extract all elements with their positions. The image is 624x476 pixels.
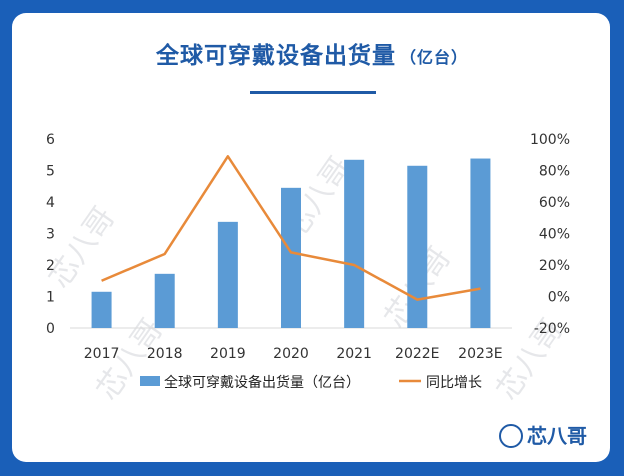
bar-2019 <box>217 221 238 328</box>
y-axis-left: 0 1 2 3 4 5 6 <box>46 132 55 337</box>
y-left-tick-label: 2 <box>46 258 55 274</box>
legend-bar-swatch <box>140 376 160 386</box>
x-tick-label: 2023E <box>458 346 502 362</box>
x-tick-label: 2019 <box>210 346 246 362</box>
legend-line-label: 同比增长 <box>426 375 482 391</box>
growth-line <box>101 155 481 301</box>
line-series <box>101 155 481 301</box>
chart-title-text: 全球可穿戴设备出货量 <box>155 43 396 69</box>
brand-logo-text: 芯八哥 <box>527 424 587 448</box>
x-tick-label: 2022E <box>395 346 439 362</box>
brand-logo: 芯八哥 <box>499 424 587 448</box>
watermark-layer: 芯八哥 芯八哥 芯八哥 芯八哥 芯八哥 <box>42 151 570 407</box>
y-right-tick-label: 60% <box>539 195 570 211</box>
y-left-tick-label: 0 <box>46 321 55 337</box>
x-axis: 2017 2018 2019 2020 2021 2022E 2023E <box>84 346 503 362</box>
x-tick-label: 2020 <box>273 346 309 362</box>
y-right-tick-label: 0% <box>548 290 570 306</box>
legend: 全球可穿戴设备出货量（亿台） 同比增长 <box>140 374 482 391</box>
bird-icon <box>499 424 523 448</box>
watermark-1: 芯八哥 <box>42 201 122 295</box>
y-left-tick-label: 5 <box>46 164 55 180</box>
x-tick-label: 2017 <box>84 346 120 362</box>
chart-title: 全球可穿戴设备出货量 （亿台） <box>156 43 468 69</box>
legend-bar-label: 全球可穿戴设备出货量（亿台） <box>164 374 360 391</box>
y-right-tick-label: 40% <box>539 227 570 243</box>
y-left-tick-label: 4 <box>46 195 55 211</box>
y-right-tick-label: -20% <box>534 321 570 337</box>
x-tick-label: 2018 <box>147 346 183 362</box>
bar-2018 <box>154 273 175 328</box>
y-right-tick-label: 20% <box>539 258 570 274</box>
bar-2021 <box>344 159 365 328</box>
y-left-tick-label: 3 <box>46 227 55 243</box>
y-left-tick-label: 6 <box>46 132 55 148</box>
title-underline <box>250 91 376 94</box>
chart-title-block: 全球可穿戴设备出货量 （亿台） <box>0 36 624 70</box>
bar-2022E <box>407 165 428 328</box>
chart-title-unit: （亿台） <box>399 48 468 67</box>
bar-2020 <box>281 187 301 328</box>
bar-2023E <box>470 158 491 328</box>
y-axis-right: -20% 0% 20% 40% 60% 80% 100% <box>530 132 570 337</box>
y-left-tick-label: 1 <box>46 290 55 306</box>
bar-series <box>91 158 491 328</box>
chart-card <box>12 13 610 462</box>
bar-2017 <box>91 291 112 328</box>
y-right-tick-label: 80% <box>539 164 570 180</box>
x-tick-label: 2021 <box>336 346 372 362</box>
y-right-tick-label: 100% <box>530 132 570 148</box>
